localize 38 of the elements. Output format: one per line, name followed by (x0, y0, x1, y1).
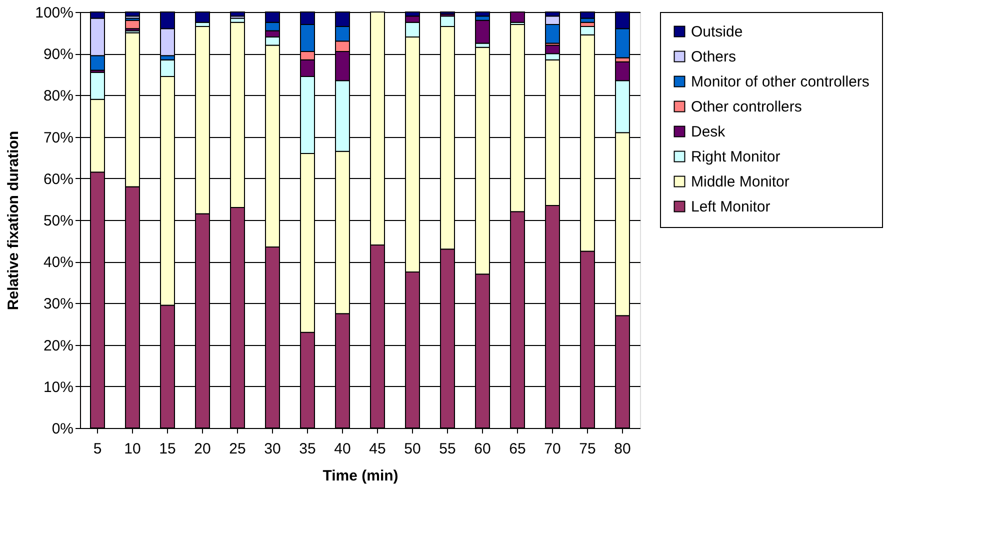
x-tick-label: 30 (264, 440, 281, 458)
x-tick-label: 65 (509, 440, 526, 458)
x-tick-label: 35 (299, 440, 316, 458)
x-tick-label: 60 (474, 440, 491, 458)
x-tick-label: 20 (194, 440, 211, 458)
legend-label: Desk (691, 124, 726, 140)
legend-label: Middle Monitor (691, 174, 790, 190)
y-tick-label: 0% (52, 420, 74, 438)
x-tick-label: 80 (614, 440, 631, 458)
y-tick-label: 50% (43, 212, 74, 230)
legend-label: Outside (691, 24, 743, 40)
y-tick-label: 60% (43, 170, 74, 188)
x-tick-label: 50 (404, 440, 421, 458)
x-tick-label: 55 (439, 440, 456, 458)
x-tick-label: 70 (544, 440, 561, 458)
y-axis-title: Relative fixation duration (5, 130, 22, 310)
legend-label: Left Monitor (691, 198, 770, 216)
y-tick-label: 70% (43, 129, 74, 146)
y-tick-label: 40% (43, 254, 74, 272)
y-tick-label: 30% (43, 296, 74, 313)
x-tick-label: 15 (159, 440, 176, 458)
x-tick-label: 45 (369, 440, 386, 458)
bar (475, 20, 490, 44)
y-tick-label: 90% (43, 46, 74, 64)
x-tick-label: 25 (229, 440, 246, 458)
y-tick-label: 10% (43, 378, 74, 396)
x-tick-label: 5 (93, 440, 102, 458)
x-tick-label: 75 (579, 440, 596, 458)
x-axis-title: Time (min) (322, 468, 398, 484)
x-tick-label: 10 (124, 440, 141, 458)
legend-label: Others (691, 48, 736, 66)
legend-label: Right Monitor (691, 148, 780, 166)
y-tick-label: 20% (43, 337, 74, 354)
legend-label: Monitor of other controllers (691, 74, 870, 90)
x-tick-label: 40 (334, 440, 351, 458)
y-tick-label: 100% (35, 4, 74, 22)
y-tick-label: 80% (43, 88, 74, 105)
legend-label: Other controllers (691, 98, 802, 116)
